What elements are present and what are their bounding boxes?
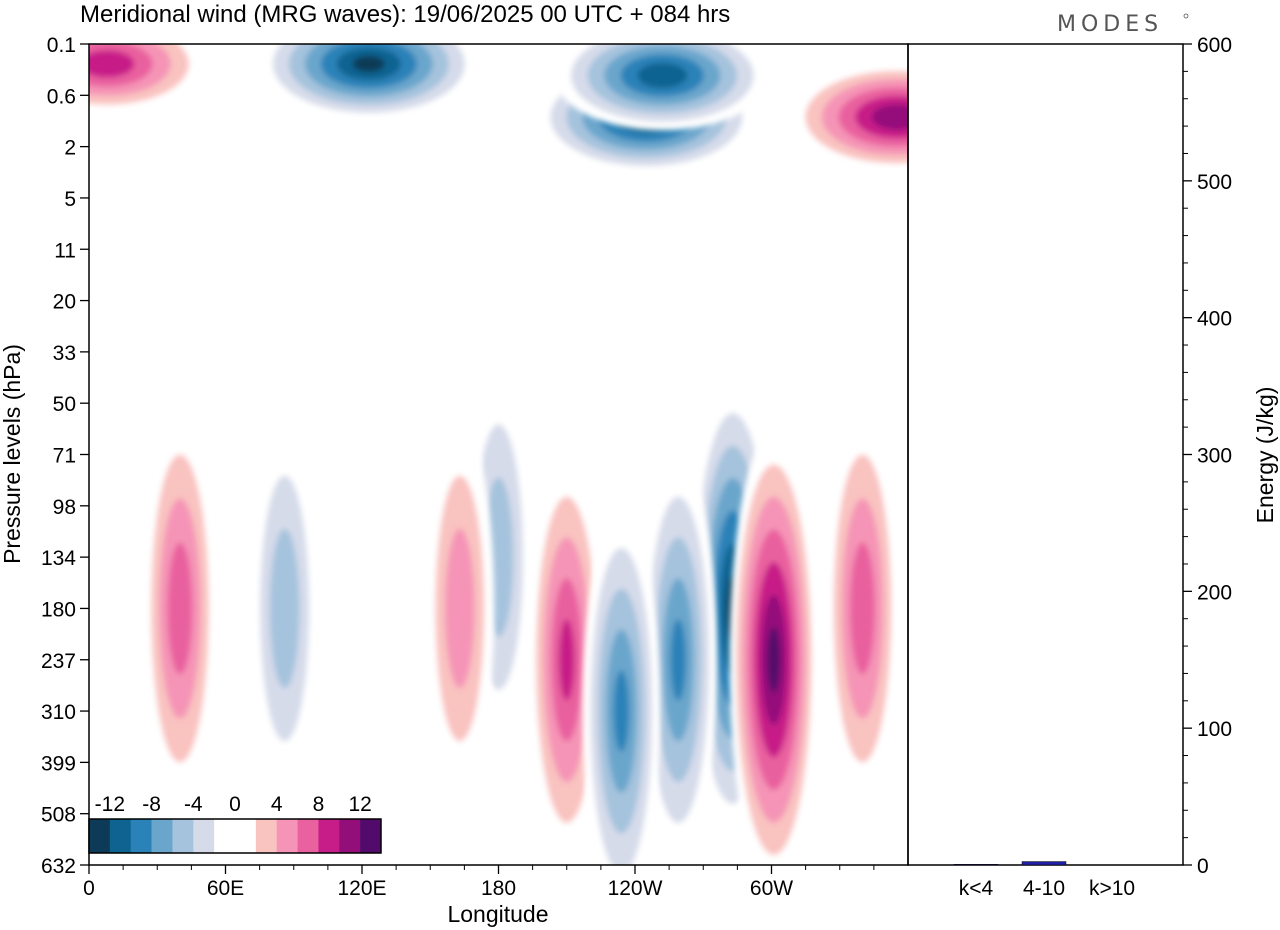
wind-anomaly-positive-6 — [825, 410, 900, 807]
colorbar-label: 12 — [348, 793, 371, 816]
contour-level-3 — [445, 528, 475, 689]
colorbar-swatch — [214, 819, 236, 853]
energy-tick-label: 300 — [1197, 445, 1232, 468]
colorbar-swatch — [276, 819, 298, 853]
colorbar-frame — [88, 818, 382, 854]
contour-level-7 — [767, 627, 781, 693]
x-tick-label: 60W — [750, 877, 793, 900]
contour-level-6 — [871, 104, 908, 130]
pressure-axis: 0.1 0.6 2 5 11 20 33 50 71 98 134 180 237 310 399 508 63… — [41, 34, 89, 878]
y-tick-label: 399 — [41, 752, 76, 775]
colorbar-label: -8 — [142, 793, 161, 816]
colorbar-swatch — [360, 819, 382, 853]
colorbar-label: -4 — [184, 793, 203, 816]
contour-level-7 — [352, 55, 385, 73]
colorbar-label: 4 — [271, 793, 283, 816]
longitude-axis: 0 60E 120E 180 120W 60W — [83, 865, 875, 900]
y-tick-label: 0.1 — [47, 34, 76, 57]
energy-bar — [953, 864, 999, 866]
wind-anomaly-negative-10 — [250, 422, 320, 795]
wind-anomaly-negative-13 — [554, 44, 771, 131]
y-tick-label: 237 — [41, 650, 76, 673]
y-tick-label: 0.6 — [47, 85, 76, 108]
colorbar-swatch — [172, 819, 194, 853]
wind-anomaly-positive-8 — [425, 422, 495, 795]
colorbar-label: 8 — [313, 793, 325, 816]
colorbar-swatch — [339, 819, 361, 853]
y-tick-label: 134 — [41, 547, 76, 570]
energy-category-label: 4-10 — [1023, 877, 1065, 900]
chart-title: Meridional wind (MRG waves): 19/06/2025 … — [80, 1, 730, 28]
contour-level-5 — [89, 50, 135, 78]
colorbar-swatch — [151, 819, 173, 853]
y-tick-label: 20 — [53, 291, 76, 314]
y-tick-label: 11 — [54, 239, 76, 262]
x-tick-label: 120E — [337, 877, 386, 900]
y-tick-label: 2 — [64, 137, 76, 160]
contour-level-4 — [167, 542, 193, 675]
y-axis-label: Pressure levels (hPa) — [0, 344, 25, 564]
x-tick-label: 60E — [207, 877, 244, 900]
colorbar-swatch — [89, 819, 111, 853]
y-tick-label: 508 — [41, 804, 76, 827]
colorbar-label: -12 — [95, 793, 125, 816]
energy-tick-label: 400 — [1197, 308, 1232, 331]
energy-tick-label: 0 — [1197, 855, 1209, 878]
y-tick-label: 180 — [41, 598, 76, 621]
contour-level-5 — [613, 670, 630, 752]
y-tick-label: 310 — [41, 701, 76, 724]
x-axis-label: Longitude — [447, 901, 548, 927]
energy-tick-label: 600 — [1197, 34, 1232, 57]
energy-category-label: k<4 — [959, 877, 994, 900]
wind-anomaly-negative-5 — [582, 507, 660, 865]
x-tick-label: 0 — [83, 877, 95, 900]
colorbar-swatch — [297, 819, 319, 853]
colorbar-swatch — [318, 819, 340, 853]
wind-field — [89, 44, 908, 865]
energy-tick-label: 100 — [1197, 718, 1232, 741]
y-tick-label: 98 — [53, 496, 76, 519]
energy-bars: 0 100 200 300 400 500 600 k<4 4-10 k>10 — [953, 34, 1232, 900]
y-tick-label: 632 — [41, 855, 76, 878]
energy-axis-label: Energy (J/kg) — [1252, 387, 1278, 524]
colorbar-swatch — [193, 819, 215, 853]
energy-frame — [907, 43, 1184, 866]
energy-bar — [1021, 861, 1067, 866]
y-tick-label: 50 — [53, 393, 76, 416]
registered-mark-icon — [1183, 13, 1189, 19]
wind-anomaly-positive-2 — [729, 431, 818, 865]
contour-level-5 — [670, 618, 686, 701]
energy-category-label: k>10 — [1089, 877, 1135, 900]
energy-tick-label: 500 — [1197, 171, 1232, 194]
colorbar-swatch — [235, 819, 257, 853]
y-tick-label: 5 — [64, 188, 76, 211]
energy-tick-label: 200 — [1197, 581, 1232, 604]
x-tick-label: 120W — [608, 877, 663, 900]
contour-level-6 — [637, 62, 688, 89]
contour-level-4 — [850, 542, 875, 675]
y-tick-label: 33 — [53, 342, 76, 365]
x-tick-label: 180 — [481, 877, 516, 900]
colorbar-swatch — [130, 819, 152, 853]
wind-anomaly-negative-3 — [639, 455, 717, 864]
colorbar-label: 0 — [229, 793, 241, 816]
wind-anomaly-positive-9 — [142, 410, 218, 807]
colorbar-swatch — [109, 819, 132, 853]
wind-anomaly-negative-11 — [256, 44, 481, 122]
wind-anomaly-positive-14 — [788, 62, 908, 172]
contour-level-5 — [559, 618, 575, 701]
y-tick-label: 71 — [53, 445, 76, 468]
modes-logo: MODES — [1057, 12, 1163, 37]
colorbar: -12 -8 -4 0 4 8 12 — [88, 793, 382, 854]
contour-level-3 — [269, 528, 300, 689]
wind-anomaly-positive-15 — [89, 44, 208, 114]
colorbar-swatch — [255, 819, 278, 853]
